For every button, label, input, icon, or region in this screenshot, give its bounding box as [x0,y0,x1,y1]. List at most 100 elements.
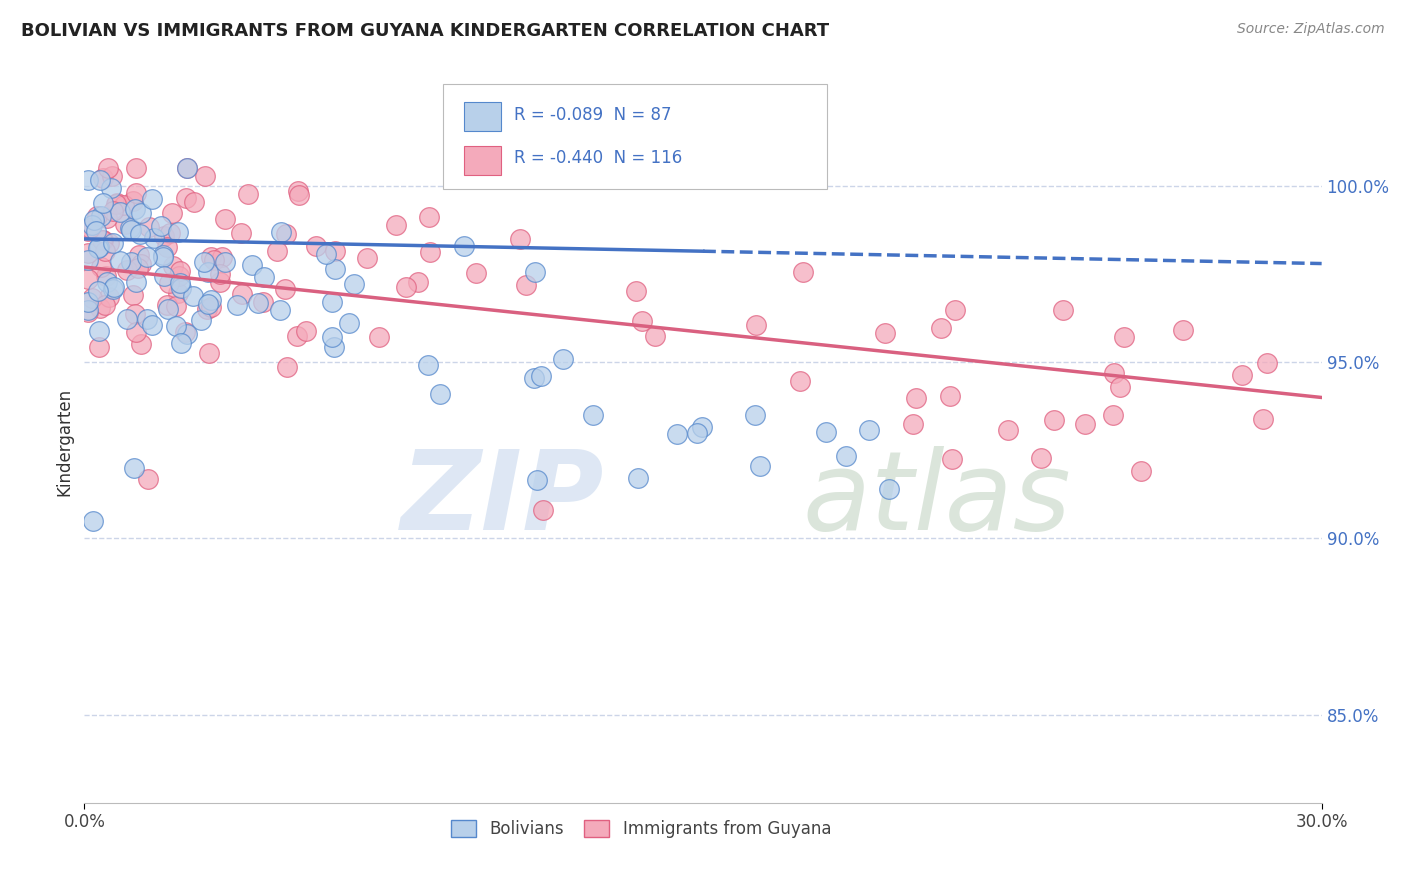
Point [288,188,311,202]
Point [152,250,174,264]
Point [266,244,288,258]
Point [253,270,276,285]
Point [419,244,441,259]
Point [77,271,100,285]
Point [101,282,124,296]
Point [91,196,114,211]
Point [90,209,112,223]
Point [183,195,205,210]
Point [101,235,124,250]
Point [792,265,814,279]
Point [1130,464,1153,478]
Point [509,232,531,246]
Point [226,298,249,312]
Point [96,275,118,289]
Point [858,423,880,437]
Point [229,226,252,240]
Point [169,276,191,290]
Point [156,240,179,254]
Point [122,287,145,301]
Point [274,282,297,296]
Point [285,328,308,343]
Point [321,330,343,344]
Point [89,301,111,315]
Point [240,258,263,272]
Point [129,206,152,220]
Point [214,254,236,268]
Point [174,191,197,205]
Point [117,312,139,326]
Point [1256,356,1278,370]
FancyBboxPatch shape [443,84,827,189]
Point [274,227,297,241]
Point [86,224,108,238]
Point [1043,412,1066,426]
Point [200,300,222,314]
Point [167,285,190,300]
Point [626,284,648,298]
Point [368,330,391,344]
Point [531,503,554,517]
Point [127,260,149,275]
Point [94,298,117,312]
Point [77,224,100,238]
Point [98,290,121,304]
Point [100,180,122,194]
Point [128,248,150,262]
Point [252,295,274,310]
Point [384,218,406,232]
Text: Source: ZipAtlas.com: Source: ZipAtlas.com [1237,22,1385,37]
Legend: Bolivians, Immigrants from Guyana: Bolivians, Immigrants from Guyana [444,814,838,845]
Point [200,250,222,264]
Point [530,368,553,383]
Point [941,452,963,467]
Point [97,161,120,176]
Text: BOLIVIAN VS IMMIGRANTS FROM GUYANA KINDERGARTEN CORRELATION CHART: BOLIVIAN VS IMMIGRANTS FROM GUYANA KINDE… [21,22,830,40]
Point [1171,323,1194,337]
Point [169,264,191,278]
Point [91,170,114,185]
Point [630,314,652,328]
Point [875,326,897,341]
Point [129,337,152,351]
Point [194,169,217,183]
Point [89,324,111,338]
Point [744,409,766,423]
Point [156,298,179,312]
Point [208,275,231,289]
Point [128,227,150,241]
Point [83,213,105,227]
Point [86,210,108,224]
Y-axis label: Kindergarten: Kindergarten [55,387,73,496]
Point [997,423,1019,437]
Point [89,173,111,187]
Point [343,277,366,292]
Point [108,254,131,268]
Point [82,291,104,305]
Point [238,187,260,202]
Bar [464,103,502,131]
Point [94,268,117,283]
Point [80,218,103,232]
Point [905,391,928,405]
Point [247,295,270,310]
Point [79,221,101,235]
Point [176,161,198,176]
Point [1104,366,1126,380]
Point [464,267,486,281]
Point [749,459,772,474]
Point [160,206,183,220]
Point [77,252,100,267]
Text: R = -0.440  N = 116: R = -0.440 N = 116 [513,149,682,168]
Point [165,319,187,334]
Point [815,425,838,439]
Point [204,253,226,268]
Point [118,221,141,235]
Point [176,326,198,341]
Point [143,230,166,244]
Point [929,321,952,335]
Point [515,278,537,293]
Text: ZIP: ZIP [401,446,605,553]
Point [197,346,219,360]
Point [395,280,418,294]
